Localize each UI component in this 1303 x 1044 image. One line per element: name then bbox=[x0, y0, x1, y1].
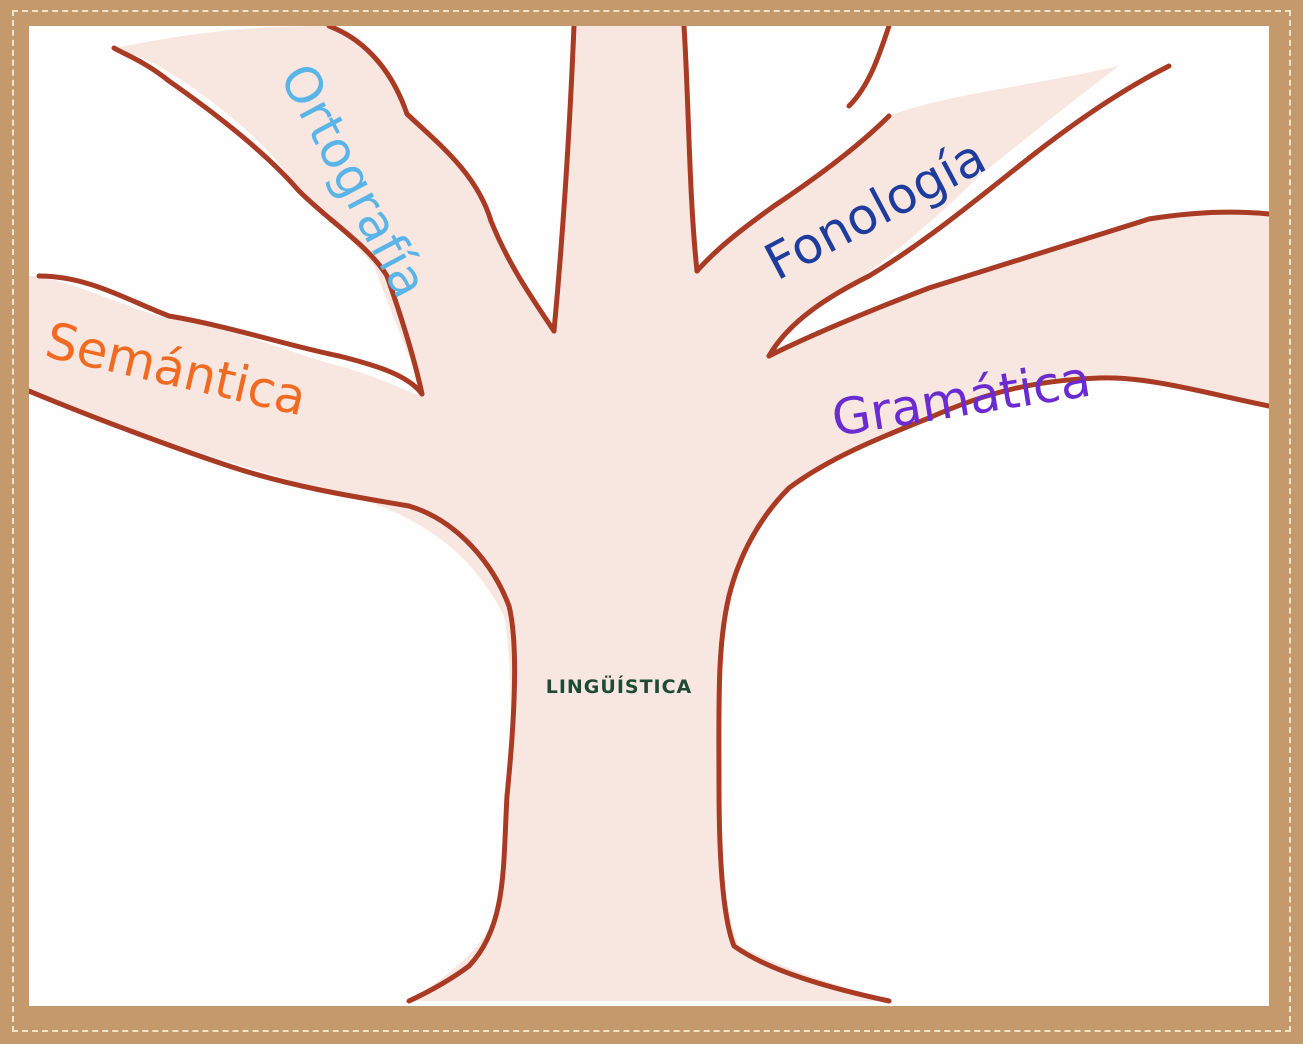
semantica-branch-top bbox=[36, 273, 425, 397]
branch-labels: Ortografía Fonología Semántica Gramática bbox=[40, 54, 1095, 448]
branch-label-semantica: Semántica bbox=[40, 311, 311, 427]
tree-diagram bbox=[29, 26, 1269, 1004]
fonologia-branch-top bbox=[846, 26, 892, 109]
fonologia-branch-left bbox=[681, 26, 700, 274]
trunk-middle-split bbox=[551, 26, 577, 334]
trunk-right-edge bbox=[716, 375, 1269, 1004]
gramatica-branch-top bbox=[766, 209, 1269, 359]
branch-label-ortografia: Ortografía bbox=[268, 54, 439, 307]
ortografia-branch-bottom bbox=[111, 45, 425, 397]
branch-label-fonologia: Fonología bbox=[755, 127, 995, 291]
tree-outline bbox=[29, 26, 1269, 1004]
fonologia-branch-bottom bbox=[694, 113, 892, 274]
fonologia-branch-right bbox=[766, 63, 1172, 359]
tree-fill bbox=[29, 26, 1269, 1001]
trunk-label: LINGÜÍSTICA bbox=[545, 676, 693, 698]
ortografia-branch-top bbox=[326, 26, 557, 334]
trunk-left-edge bbox=[29, 388, 518, 1004]
branch-label-gramatica: Gramática bbox=[828, 350, 1095, 448]
paper-sheet: Ortografía Fonología Semántica Gramática… bbox=[29, 26, 1269, 1006]
